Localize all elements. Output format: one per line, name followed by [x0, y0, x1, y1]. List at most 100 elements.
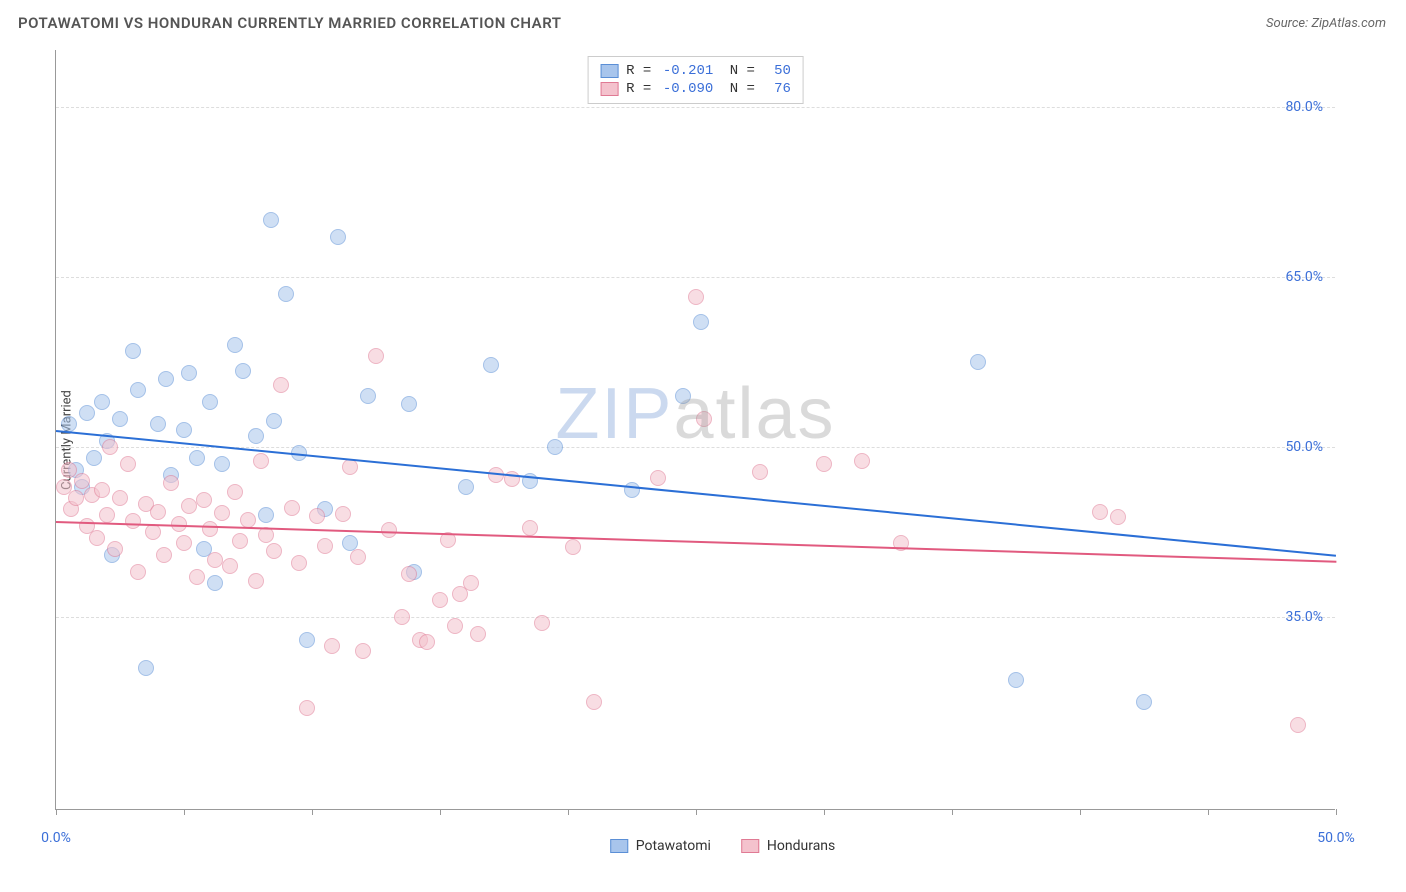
- data-point: [196, 492, 212, 508]
- data-point: [99, 507, 115, 523]
- data-point: [130, 564, 146, 580]
- data-point: [463, 575, 479, 591]
- chart-title: POTAWATOMI VS HONDURAN CURRENTLY MARRIED…: [18, 14, 561, 32]
- data-point: [207, 575, 223, 591]
- data-point: [1008, 672, 1024, 688]
- x-tick: [1208, 809, 1209, 815]
- legend-swatch: [741, 839, 759, 853]
- data-point: [368, 348, 384, 364]
- data-point: [181, 498, 197, 514]
- data-point: [534, 615, 550, 631]
- series-legend: Potawatomi Hondurans: [610, 838, 836, 854]
- legend-swatch: [600, 64, 618, 78]
- data-point: [89, 530, 105, 546]
- x-tick: [568, 809, 569, 815]
- data-point: [138, 660, 154, 676]
- data-point: [299, 700, 315, 716]
- data-point: [248, 573, 264, 589]
- data-point: [650, 470, 666, 486]
- data-point: [419, 634, 435, 650]
- data-point: [125, 513, 141, 529]
- data-point: [214, 456, 230, 472]
- data-point: [107, 541, 123, 557]
- data-point: [94, 482, 110, 498]
- data-point: [394, 609, 410, 625]
- data-point: [1110, 509, 1126, 525]
- data-point: [624, 482, 640, 498]
- data-point: [299, 632, 315, 648]
- data-point: [181, 365, 197, 381]
- legend-label: Hondurans: [767, 838, 835, 854]
- data-point: [309, 508, 325, 524]
- source-attribution: Source: ZipAtlas.com: [1266, 16, 1386, 31]
- data-point: [970, 354, 986, 370]
- legend-row: R =-0.090 N =76: [600, 80, 791, 98]
- data-point: [278, 286, 294, 302]
- data-point: [214, 505, 230, 521]
- x-tick: [312, 809, 313, 815]
- data-point: [150, 504, 166, 520]
- x-tick: [440, 809, 441, 815]
- data-point: [317, 538, 333, 554]
- data-point: [335, 506, 351, 522]
- data-point: [202, 521, 218, 537]
- data-point: [120, 456, 136, 472]
- data-point: [284, 500, 300, 516]
- legend-item: Potawatomi: [610, 838, 711, 854]
- data-point: [202, 394, 218, 410]
- data-point: [447, 618, 463, 634]
- data-point: [207, 552, 223, 568]
- data-point: [150, 416, 166, 432]
- y-tick-label: 50.0%: [1285, 439, 1323, 455]
- data-point: [248, 428, 264, 444]
- legend-row: R =-0.201 N =50: [600, 62, 791, 80]
- data-point: [752, 464, 768, 480]
- data-point: [324, 638, 340, 654]
- data-point: [1290, 717, 1306, 733]
- data-point: [854, 453, 870, 469]
- x-tick: [1336, 809, 1337, 815]
- x-tick: [824, 809, 825, 815]
- data-point: [816, 456, 832, 472]
- data-point: [240, 512, 256, 528]
- data-point: [189, 450, 205, 466]
- gridline: [56, 277, 1335, 278]
- data-point: [330, 229, 346, 245]
- x-tick: [952, 809, 953, 815]
- x-tick: [184, 809, 185, 815]
- data-point: [227, 484, 243, 500]
- data-point: [68, 490, 84, 506]
- data-point: [381, 522, 397, 538]
- data-point: [688, 289, 704, 305]
- data-point: [222, 558, 238, 574]
- gridline: [56, 617, 1335, 618]
- data-point: [432, 592, 448, 608]
- data-point: [401, 566, 417, 582]
- data-point: [1092, 504, 1108, 520]
- data-point: [458, 479, 474, 495]
- x-tick: [696, 809, 697, 815]
- data-point: [86, 450, 102, 466]
- data-point: [565, 539, 581, 555]
- x-tick-label: 0.0%: [41, 830, 71, 846]
- y-tick-label: 80.0%: [1285, 99, 1323, 115]
- data-point: [125, 343, 141, 359]
- data-point: [360, 388, 376, 404]
- data-point: [258, 507, 274, 523]
- data-point: [675, 388, 691, 404]
- data-point: [130, 382, 146, 398]
- data-point: [273, 377, 289, 393]
- data-point: [176, 535, 192, 551]
- data-point: [291, 555, 307, 571]
- correlation-legend: R =-0.201 N =50R =-0.090 N =76: [587, 56, 804, 104]
- data-point: [547, 439, 563, 455]
- chart-header: POTAWATOMI VS HONDURAN CURRENTLY MARRIED…: [0, 0, 1406, 42]
- chart-container: Currently Married ZIPatlas R =-0.201 N =…: [55, 50, 1390, 830]
- data-point: [696, 411, 712, 427]
- y-tick-label: 35.0%: [1285, 609, 1323, 625]
- data-point: [266, 543, 282, 559]
- data-point: [342, 459, 358, 475]
- data-point: [693, 314, 709, 330]
- data-point: [355, 643, 371, 659]
- data-point: [266, 413, 282, 429]
